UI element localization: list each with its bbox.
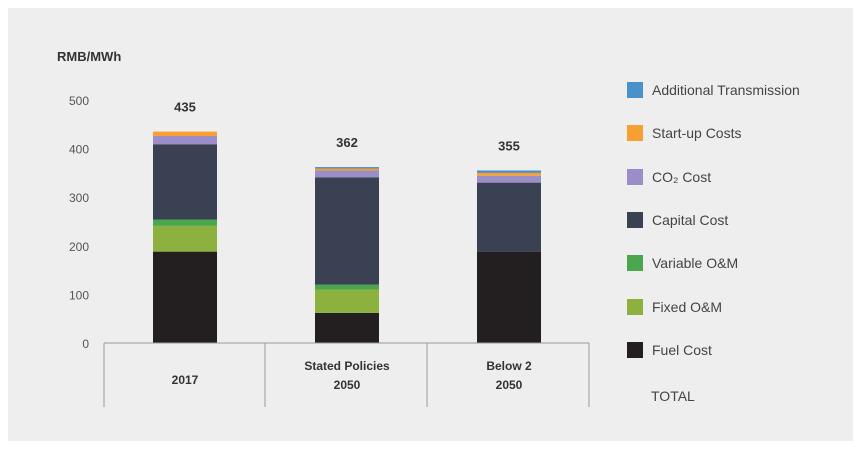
x-category-label: 2050: [334, 378, 361, 392]
legend-item: CO₂ Cost: [627, 167, 711, 187]
bar-segment: [153, 135, 217, 145]
legend-swatch: [627, 255, 643, 272]
x-category-label: 2017: [172, 373, 199, 387]
y-axis-title: RMB/MWh: [57, 49, 121, 64]
bar-segment: [315, 312, 379, 343]
legend-label: Additional Transmission: [652, 82, 800, 98]
legend-label: Fixed O&M: [652, 298, 723, 315]
legend-swatch: [627, 168, 643, 185]
legend-label: CO₂ Cost: [652, 168, 712, 185]
legend-item: Variable O&M: [627, 253, 738, 273]
bar-segment: [315, 167, 379, 169]
bar-segment: [153, 251, 217, 343]
legend-item: Fuel Cost: [627, 340, 712, 360]
y-tick-label: 300: [69, 191, 89, 205]
bar-segment: [153, 219, 217, 226]
bar-segment: [153, 144, 217, 220]
legend-swatch: [627, 82, 643, 98]
bar-segment: [315, 177, 379, 285]
bar-segment: [477, 175, 541, 183]
bar-segment: [477, 182, 541, 252]
legend-item: Start-up Costs: [627, 123, 741, 143]
x-category-label: 2050: [496, 378, 523, 392]
legend-swatch: [627, 125, 643, 142]
bar-segment: [153, 131, 217, 136]
bar-segment: [477, 172, 541, 176]
bar-total-label: 355: [498, 138, 520, 153]
y-tick-label: 400: [69, 143, 89, 157]
y-tick-label: 200: [69, 240, 89, 254]
legend-item: Fixed O&M: [627, 297, 722, 317]
legend-label: Start-up Costs: [652, 125, 742, 142]
legend-item: Additional Transmission: [627, 80, 800, 100]
y-tick-label: 100: [69, 288, 89, 302]
legend-total-label: TOTAL: [651, 388, 695, 404]
x-category-label: Stated Policies: [304, 359, 390, 373]
x-category-label: Below 2: [486, 359, 532, 373]
bar-segment: [153, 225, 217, 252]
bar-total-label: 435: [174, 100, 196, 115]
bar-segment: [315, 170, 379, 178]
bar-segment: [315, 168, 379, 171]
legend-label: Variable O&M: [652, 255, 739, 272]
chart-panel: [8, 8, 853, 441]
bar-total-label: 362: [336, 135, 358, 150]
bar-segment: [315, 284, 379, 290]
legend-label: Capital Cost: [652, 211, 729, 228]
y-tick-label: 0: [82, 337, 89, 351]
bar-segment: [315, 289, 379, 313]
legend-swatch: [627, 341, 643, 358]
bar-segment: [477, 251, 541, 343]
legend-label: Fuel Cost: [652, 341, 712, 358]
legend-item: Capital Cost: [627, 210, 728, 230]
y-tick-label: 500: [69, 94, 89, 108]
legend-swatch: [627, 211, 643, 228]
bar-segment: [477, 170, 541, 173]
legend-swatch: [627, 298, 643, 315]
